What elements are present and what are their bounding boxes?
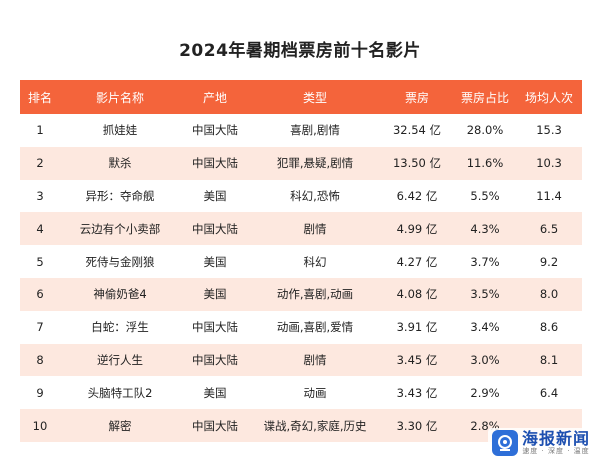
table-row: 9 头脑特工队2 美国 动画 3.43 亿 2.9% 6.4	[20, 376, 582, 410]
cell-rank: 8	[36, 352, 44, 367]
cell-genre: 动作,喜剧,动画	[276, 287, 354, 302]
cell-film-name: 云边有个小卖部	[79, 221, 161, 236]
cell-genre: 科幻,恐怖	[290, 188, 340, 203]
header-box-office: 票房	[404, 90, 429, 105]
cell-film-name: 白蛇：浮生	[91, 320, 149, 335]
cell-film-name: 默杀	[108, 156, 132, 171]
cell-genre: 喜剧,剧情	[290, 123, 340, 138]
cell-box-office: 3.30 亿	[396, 418, 438, 433]
cell-origin: 美国	[203, 188, 227, 203]
cell-film-name: 逆行人生	[97, 352, 143, 367]
header-origin: 产地	[202, 90, 227, 105]
table-row: 7 白蛇：浮生 中国大陆 动画,喜剧,爱情 3.91 亿 3.4% 8.6	[20, 310, 582, 344]
cell-share: 3.4%	[470, 320, 500, 335]
cell-rank: 3	[36, 188, 44, 203]
cell-avg-attendance: 10.3	[536, 156, 562, 171]
cell-avg-attendance: 8.1	[539, 352, 559, 367]
table-row: 8 逆行人生 中国大陆 剧情 3.45 亿 3.0% 8.1	[20, 343, 582, 377]
cell-avg-attendance: 8.6	[539, 320, 559, 335]
cell-rank: 5	[36, 254, 44, 269]
watermark: 海报新闻 速度 · 深度 · 温度	[487, 428, 594, 458]
cell-origin: 美国	[203, 254, 227, 269]
cell-box-office: 4.99 亿	[396, 221, 438, 236]
cell-film-name: 死侍与金刚狼	[85, 254, 155, 269]
cell-origin: 中国大陆	[192, 123, 238, 138]
cell-genre: 剧情	[303, 221, 327, 236]
cell-box-office: 3.43 亿	[396, 385, 438, 400]
table-row: 4 云边有个小卖部 中国大陆 剧情 4.99 亿 4.3% 6.5	[20, 212, 582, 246]
header-rank: 排名	[27, 90, 52, 105]
cell-share: 3.7%	[470, 254, 500, 269]
cell-share: 28.0%	[466, 123, 504, 138]
watermark-slogan: 速度 · 深度 · 温度	[522, 446, 590, 455]
cell-genre: 剧情	[303, 352, 327, 367]
cell-avg-attendance: 6.5	[539, 221, 559, 236]
cell-film-name: 神偷奶爸4	[93, 287, 147, 302]
cell-origin: 中国大陆	[192, 352, 238, 367]
cell-box-office: 3.45 亿	[396, 352, 438, 367]
cell-origin: 中国大陆	[192, 320, 238, 335]
cell-rank: 4	[36, 221, 44, 236]
cell-rank: 9	[36, 385, 44, 400]
cell-genre: 谍战,奇幻,家庭,历史	[263, 418, 367, 433]
cell-share: 3.5%	[470, 287, 500, 302]
cell-rank: 7	[36, 320, 44, 335]
cell-genre: 犯罪,悬疑,剧情	[276, 156, 354, 171]
cell-box-office: 6.42 亿	[396, 188, 438, 203]
cell-film-name: 抓娃娃	[102, 123, 138, 138]
cell-film-name: 解密	[108, 418, 132, 433]
table-row: 6 神偷奶爸4 美国 动作,喜剧,动画 4.08 亿 3.5% 8.0	[20, 277, 582, 311]
cell-origin: 美国	[203, 385, 227, 400]
header-film-name: 影片名称	[95, 90, 144, 105]
cell-film-name: 头脑特工队2	[87, 385, 153, 400]
box-office-table: 排名 影片名称 产地 类型 票房 票房占比 场均人次 1 抓娃娃 中国大陆 喜剧,剧情…	[20, 80, 582, 442]
cell-share: 2.9%	[470, 385, 500, 400]
cell-avg-attendance: 8.0	[539, 287, 559, 302]
cell-share: 3.0%	[470, 352, 500, 367]
cell-rank: 10	[32, 418, 48, 433]
cell-genre: 科幻	[303, 254, 327, 269]
cell-rank: 2	[36, 156, 44, 171]
cell-genre: 动画,喜剧,爱情	[276, 320, 354, 335]
header-share: 票房占比	[460, 90, 509, 105]
cell-film-name: 异形：夺命舰	[85, 188, 155, 203]
page-title: 2024年暑期档票房前十名影片	[179, 41, 421, 61]
table-row: 5 死侍与金刚狼 美国 科幻 4.27 亿 3.7% 9.2	[20, 245, 582, 278]
table-row: 3 异形：夺命舰 美国 科幻,恐怖 6.42 亿 5.5% 11.4	[20, 179, 582, 213]
cell-share: 11.6%	[466, 156, 504, 171]
cell-rank: 6	[36, 287, 44, 302]
cell-origin: 中国大陆	[192, 418, 238, 433]
cell-genre: 动画	[303, 385, 327, 400]
table-header-row: 排名 影片名称 产地 类型 票房 票房占比 场均人次	[20, 80, 582, 114]
cell-origin: 中国大陆	[192, 221, 238, 236]
cell-box-office: 32.54 亿	[392, 123, 442, 138]
cell-avg-attendance: 11.4	[536, 188, 562, 203]
cell-box-office: 4.08 亿	[396, 287, 438, 302]
cell-share: 5.5%	[470, 188, 500, 203]
cell-origin: 中国大陆	[192, 156, 238, 171]
table-row: 1 抓娃娃 中国大陆 喜剧,剧情 32.54 亿 28.0% 15.3	[20, 114, 582, 147]
cell-box-office: 3.91 亿	[396, 320, 438, 335]
cell-box-office: 4.27 亿	[396, 254, 438, 269]
table-row: 2 默杀 中国大陆 犯罪,悬疑,剧情 13.50 亿 11.6% 10.3	[20, 146, 582, 180]
cell-origin: 美国	[203, 287, 227, 302]
cell-rank: 1	[36, 123, 44, 138]
header-genre: 类型	[302, 90, 327, 105]
news-logo-icon	[491, 430, 518, 456]
cell-box-office: 13.50 亿	[392, 156, 442, 171]
table-row: 10 解密 中国大陆 谍战,奇幻,家庭,历史 3.30 亿 2.8%	[20, 409, 582, 442]
cell-avg-attendance: 15.3	[536, 123, 562, 138]
watermark-name: 海报新闻	[521, 428, 590, 448]
header-avg-attendance: 场均人次	[524, 90, 573, 105]
cell-share: 4.3%	[470, 221, 500, 236]
cell-avg-attendance: 6.4	[539, 385, 559, 400]
cell-avg-attendance: 9.2	[539, 254, 559, 269]
